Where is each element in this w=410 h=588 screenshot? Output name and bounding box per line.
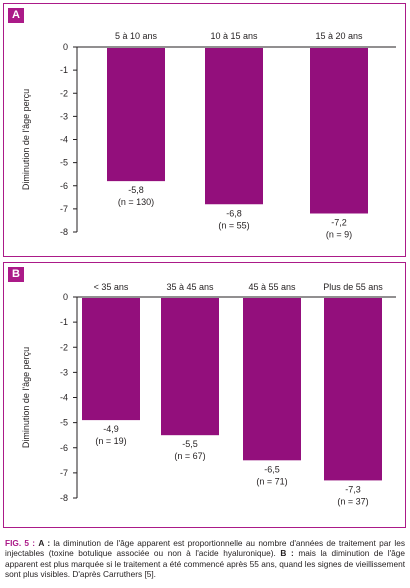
category-label: 45 à 55 ans	[248, 282, 296, 292]
y-tick-label: -8	[60, 493, 68, 503]
y-tick-label: -6	[60, 443, 68, 453]
caption-lead: FIG. 5 :	[5, 538, 36, 548]
y-tick-label: -3	[60, 367, 68, 377]
y-tick-label: -5	[60, 158, 68, 168]
chart-panel-a: A Diminution de l'âge perçu 0 -1 -2 -3 -4 -5 -6…	[3, 3, 406, 257]
y-tick-label: -1	[60, 317, 68, 327]
sample-size-label: (n = 37)	[337, 496, 368, 506]
data-label: -6,8	[226, 208, 242, 218]
y-tick-label: 0	[63, 292, 68, 302]
category-label: 15 à 20 ans	[315, 31, 363, 41]
data-label: -6,5	[264, 464, 280, 474]
y-tick-label: -1	[60, 65, 68, 75]
bar	[107, 48, 165, 182]
y-tick-label: -6	[60, 181, 68, 191]
figure-caption: FIG. 5 : A : la diminution de l'âge appa…	[5, 538, 405, 580]
category-label: 35 à 45 ans	[166, 282, 214, 292]
bar	[324, 298, 382, 481]
data-label: -4,9	[103, 424, 119, 434]
panel-label-a: A	[8, 8, 24, 23]
y-axis-label: Diminution de l'âge perçu	[21, 89, 31, 190]
y-tick-label: -7	[60, 204, 68, 214]
y-tick-label: 0	[63, 42, 68, 52]
sample-size-label: (n = 19)	[95, 436, 126, 446]
category-label: Plus de 55 ans	[323, 282, 383, 292]
y-tick-label: -2	[60, 342, 68, 352]
y-tick-label: -2	[60, 88, 68, 98]
sample-size-label: (n = 55)	[218, 220, 249, 230]
panel-label-b: B	[8, 267, 24, 282]
bar-chart-b: Diminution de l'âge perçu 0 -1 -2 -3 -4 -5 -6 -7…	[21, 282, 396, 506]
sample-size-label: (n = 71)	[256, 476, 287, 486]
category-label: < 35 ans	[94, 282, 129, 292]
bar	[161, 298, 219, 436]
data-label: -7,3	[345, 484, 361, 494]
caption-b-text: mais la diminution de l'âge apparent est…	[5, 548, 406, 580]
caption-a-text: la diminution de l'âge apparent est prop…	[5, 538, 405, 559]
caption-a-label: A :	[38, 538, 51, 548]
bar	[205, 48, 263, 205]
y-tick-label: -4	[60, 135, 68, 145]
bar-chart-a: Diminution de l'âge perçu 0 -1 -2 -3 -4 -5 -6 -7…	[21, 31, 396, 240]
y-tick-label: -4	[60, 393, 68, 403]
sample-size-label: (n = 130)	[118, 197, 154, 207]
sample-size-label: (n = 67)	[174, 451, 205, 461]
data-label: -5,8	[128, 185, 144, 195]
bar	[310, 48, 368, 214]
caption-b-label: B :	[280, 548, 294, 559]
sample-size-label: (n = 9)	[326, 230, 352, 240]
y-tick-label: -3	[60, 111, 68, 121]
category-label: 5 à 10 ans	[115, 31, 158, 41]
bar	[82, 298, 140, 421]
chart-panel-b: B Diminution de l'âge perçu 0 -1 -2 -3 -4 -5 -6…	[3, 262, 406, 528]
data-label: -5,5	[182, 439, 198, 449]
y-tick-label: -8	[60, 227, 68, 237]
category-label: 10 à 15 ans	[210, 31, 258, 41]
y-tick-label: -7	[60, 468, 68, 478]
y-tick-label: -5	[60, 418, 68, 428]
data-label: -7,2	[331, 218, 347, 228]
bar	[243, 298, 301, 461]
y-axis-label: Diminution de l'âge perçu	[21, 347, 31, 448]
